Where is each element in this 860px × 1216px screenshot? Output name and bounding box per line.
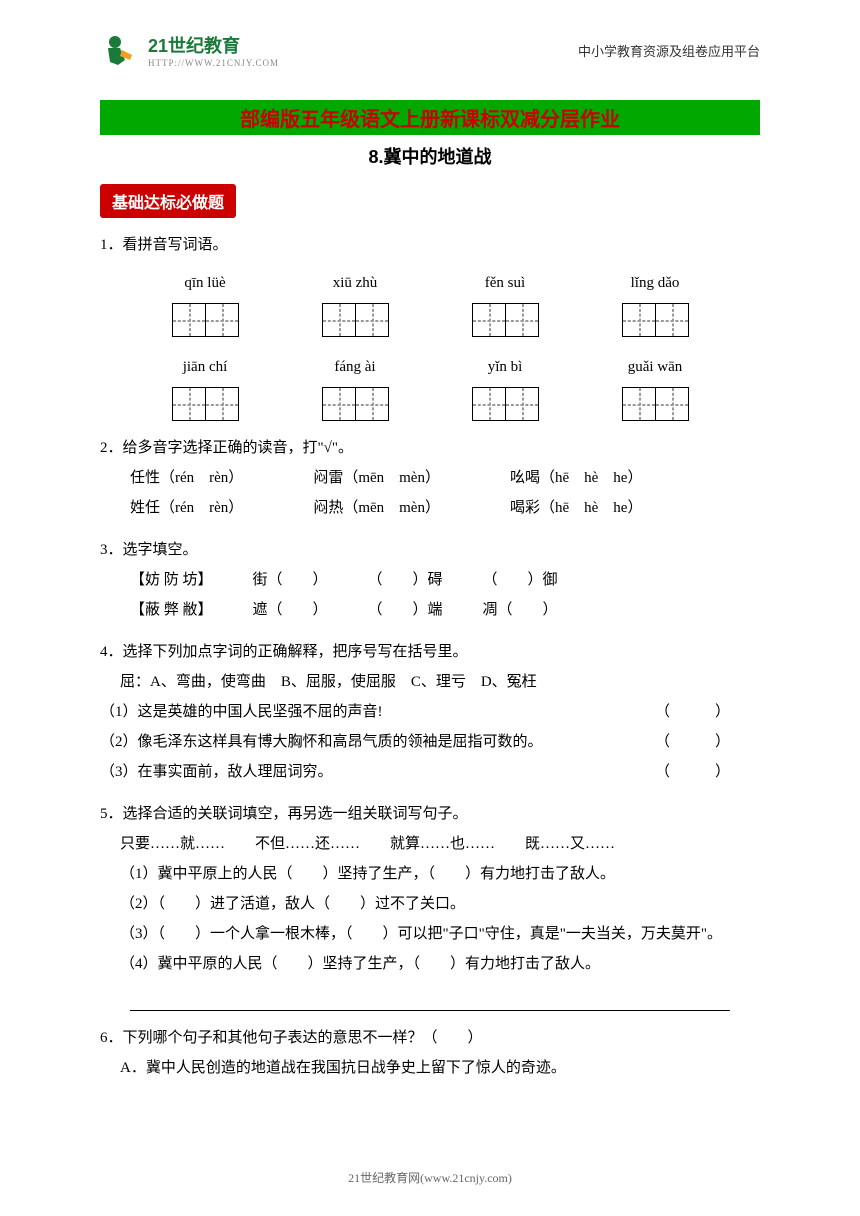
page-footer: 21世纪教育网(www.21cnjy.com) [0,1169,860,1186]
q5-options: 只要……就…… 不但……还…… 就算……也…… 既……又…… [100,829,760,859]
q3-opt: 街（ ） [253,565,328,595]
pinyin-item: jiān chí [145,352,265,421]
q3-opt: （ ）端 [368,595,443,625]
green-banner: 部编版五年级语文上册新课标双减分层作业 [100,100,760,135]
q6-optionA: A．冀中人民创造的地道战在我国抗日战争史上留下了惊人的奇迹。 [100,1053,760,1083]
q2-line2: 姓任（rén rèn） 闷热（mēn mèn） 喝彩（hē hè he） [100,493,760,523]
q5-item4: （4）冀中平原的人民（ ）坚持了生产，（ ）有力地打击了敌人。 [100,949,760,979]
tianzige-grid [445,303,565,337]
q3-opt: 遮（ ） [253,595,328,625]
pinyin-item: fáng ài [295,352,415,421]
pinyin-item: qīn lüè [145,268,265,337]
answer-bracket: （ ） [655,727,730,757]
question-1: 1．看拼音写词语。 qīn lüè xiū zhù fěn suì lǐng d… [100,230,760,421]
question-4: 4．选择下列加点字词的正确解释，把序号写在括号里。 屈：A、弯曲，使弯曲 B、屈… [100,637,760,787]
header-right-text: 中小学教育资源及组卷应用平台 [578,41,760,60]
q2-opt: 闷热（mēn mèn） [313,493,440,523]
pinyin-text: jiān chí [145,352,265,382]
q3-title: 3．选字填空。 [100,535,760,565]
pinyin-text: lǐng dǎo [595,268,715,298]
q2-opt: 喝彩（hē hè he） [510,493,642,523]
pinyin-text: qīn lüè [145,268,265,298]
q4-item-text: （3）在事实面前，敌人理屈词穷。 [100,757,333,787]
tianzige-grid [145,303,265,337]
answer-bracket: （ ） [655,757,730,787]
q2-opt: 闷雷（mēn mèn） [313,463,440,493]
logo-text-container: 21世纪教育 HTTP://WWW.21CNJY.COM [148,32,279,68]
pinyin-row-2: jiān chí fáng ài yǐn bì guǎi wān [100,352,760,421]
q2-opt: 姓任（rén rèn） [130,493,243,523]
q3-opt: 凋（ ） [483,595,558,625]
pinyin-text: yǐn bì [445,352,565,382]
q5-item1: （1）冀中平原上的人民（ ）坚持了生产，（ ）有力地打击了敌人。 [100,859,760,889]
q4-item3: （3）在事实面前，敌人理屈词穷。 （ ） [100,757,760,787]
pinyin-text: guǎi wān [595,352,715,382]
tianzige-grid [445,387,565,421]
question-6: 6．下列哪个句子和其他句子表达的意思不一样？（ ） A．冀中人民创造的地道战在我… [100,1023,760,1083]
q4-item-text: （1）这是英雄的中国人民坚强不屈的声音! [100,697,383,727]
banner-text: 部编版五年级语文上册新课标双减分层作业 [240,109,620,131]
q2-title: 2．给多音字选择正确的读音，打"√"。 [100,433,760,463]
pinyin-item: guǎi wān [595,352,715,421]
q5-item3: （3）（ ）一个人拿一根木棒，（ ）可以把"子口"守住，真是"一夫当关，万夫莫开… [100,919,760,949]
q3-line1: 【妨 防 坊】 街（ ） （ ）碍 （ ）御 [100,565,760,595]
pinyin-row-1: qīn lüè xiū zhù fěn suì lǐng dǎo [100,268,760,337]
logo: 21世纪教育 HTTP://WWW.21CNJY.COM [100,30,279,70]
content-area: 部编版五年级语文上册新课标双减分层作业 8.冀中的地道战 基础达标必做题 1．看… [0,100,860,1083]
pinyin-item: xiū zhù [295,268,415,337]
logo-icon [100,30,140,70]
pinyin-item: lǐng dǎo [595,268,715,337]
answer-line [130,987,730,1011]
pinyin-item: yǐn bì [445,352,565,421]
pinyin-text: fáng ài [295,352,415,382]
tianzige-grid [295,303,415,337]
q1-title: 1．看拼音写词语。 [100,230,760,260]
q3-label: 【妨 防 坊】 [130,565,213,595]
pinyin-text: xiū zhù [295,268,415,298]
pinyin-text: fěn suì [445,268,565,298]
q4-options: 屈：A、弯曲，使弯曲 B、屈服，使屈服 C、理亏 D、冤枉 [100,667,760,697]
q3-label: 【蔽 弊 敝】 [130,595,213,625]
q4-item2: （2）像毛泽东这样具有博大胸怀和高昂气质的领袖是屈指可数的。 （ ） [100,727,760,757]
answer-bracket: （ ） [655,697,730,727]
pinyin-item: fěn suì [445,268,565,337]
page-header: 21世纪教育 HTTP://WWW.21CNJY.COM 中小学教育资源及组卷应… [0,0,860,80]
question-5: 5．选择合适的关联词填空，再另选一组关联词写句子。 只要……就…… 不但……还…… [100,799,760,1011]
tianzige-grid [145,387,265,421]
q3-opt: （ ）碍 [368,565,443,595]
q4-item-text: （2）像毛泽东这样具有博大胸怀和高昂气质的领袖是屈指可数的。 [100,727,543,757]
q2-opt: 吆喝（hē hè he） [510,463,642,493]
tianzige-grid [595,303,715,337]
q4-item1: （1）这是英雄的中国人民坚强不屈的声音! （ ） [100,697,760,727]
logo-main-text: 21世纪教育 [148,32,279,58]
q2-opt: 任性（rén rèn） [130,463,243,493]
q2-line1: 任性（rén rèn） 闷雷（mēn mèn） 吆喝（hē hè he） [100,463,760,493]
q3-line2: 【蔽 弊 敝】 遮（ ） （ ）端 凋（ ） [100,595,760,625]
q3-opt: （ ）御 [483,565,558,595]
tianzige-grid [295,387,415,421]
logo-sub-text: HTTP://WWW.21CNJY.COM [148,58,279,68]
q6-title: 6．下列哪个句子和其他句子表达的意思不一样？（ ） [100,1023,760,1053]
tianzige-grid [595,387,715,421]
subtitle: 8.冀中的地道战 [100,143,760,169]
q5-title: 5．选择合适的关联词填空，再另选一组关联词写句子。 [100,799,760,829]
question-2: 2．给多音字选择正确的读音，打"√"。 任性（rén rèn） 闷雷（mēn m… [100,433,760,523]
question-3: 3．选字填空。 【妨 防 坊】 街（ ） （ ）碍 （ ）御 【蔽 弊 敝】 遮… [100,535,760,625]
section-badge: 基础达标必做题 [100,184,236,218]
q5-item2: （2）（ ）进了活道，敌人（ ）过不了关口。 [100,889,760,919]
q4-title: 4．选择下列加点字词的正确解释，把序号写在括号里。 [100,637,760,667]
